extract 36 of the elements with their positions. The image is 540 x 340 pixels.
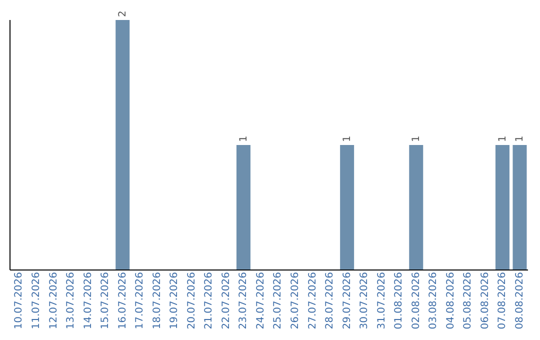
- x-tick-label: 13.07.2026: [66, 272, 77, 330]
- data-label: 1: [411, 136, 422, 142]
- x-tick-label: 26.07.2026: [290, 272, 301, 330]
- x-tick-label: 29.07.2026: [342, 272, 353, 330]
- x-tick-label: 24.07.2026: [255, 272, 266, 330]
- x-tick-label: 02.08.2026: [410, 272, 422, 330]
- x-tick-label: 27.07.2026: [307, 272, 318, 330]
- data-label: 2: [118, 10, 129, 17]
- x-tick-label: 20.07.2026: [186, 272, 198, 330]
- x-tick-label: 14.07.2026: [82, 272, 94, 330]
- x-tick-label: 21.07.2026: [204, 272, 215, 330]
- x-tick-label: 11.07.2026: [31, 272, 42, 330]
- data-label: 1: [342, 136, 354, 142]
- x-tick-label: 19.07.2026: [169, 272, 180, 330]
- x-tick-label: 25.07.2026: [272, 272, 284, 330]
- x-tick-label: 17.07.2026: [134, 272, 146, 330]
- x-tick-label: 06.08.2026: [480, 272, 491, 330]
- data-label: 1: [238, 136, 250, 142]
- x-tick-label: 15.07.2026: [100, 272, 112, 330]
- data-label: 1: [497, 136, 508, 142]
- x-tick-label: 07.08.2026: [497, 272, 508, 330]
- x-tick-label: 30.07.2026: [359, 272, 370, 330]
- x-tick-label: 31.07.2026: [376, 272, 388, 330]
- x-tick-label: 08.08.2026: [514, 272, 526, 330]
- data-label: 1: [514, 136, 526, 142]
- x-tick-label: 28.07.2026: [324, 272, 336, 330]
- x-tick-label: 12.07.2026: [48, 272, 60, 330]
- x-tick-label: 10.07.2026: [14, 272, 25, 330]
- x-tick-label: 01.08.2026: [394, 272, 405, 330]
- x-tick-label: 16.07.2026: [117, 272, 128, 330]
- x-tick-label: 22.07.2026: [220, 272, 232, 330]
- x-tick-label: 04.08.2026: [445, 272, 456, 330]
- x-tick-label: 05.08.2026: [462, 272, 474, 330]
- x-tick-label: 23.07.2026: [238, 272, 250, 330]
- x-tick-label: 03.08.2026: [428, 272, 440, 330]
- x-tick-label: 18.07.2026: [152, 272, 163, 330]
